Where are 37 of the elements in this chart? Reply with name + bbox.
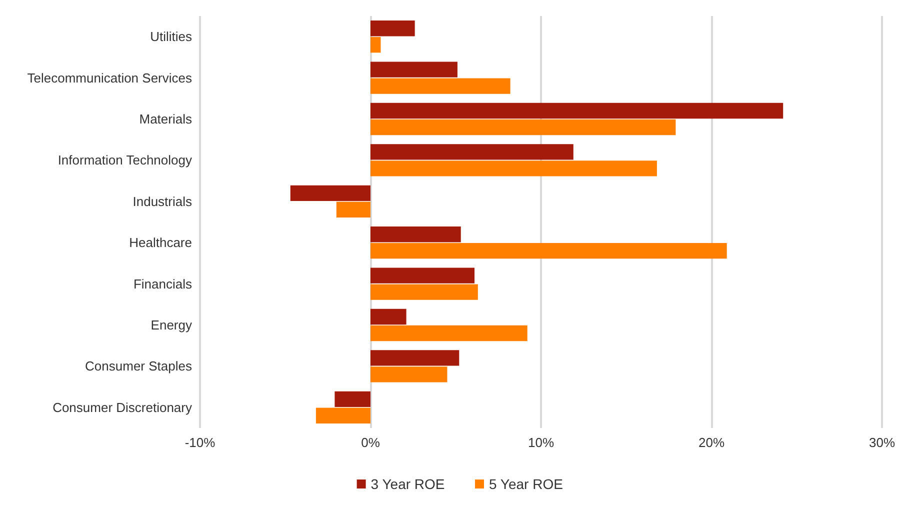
bar	[334, 391, 370, 408]
y-tick-label: Healthcare	[129, 235, 192, 250]
bar	[370, 119, 676, 136]
bar	[370, 350, 460, 366]
y-tick-label: Telecommunication Services	[27, 70, 192, 86]
legend-label: 5 Year ROE	[489, 476, 563, 492]
bar	[370, 102, 784, 119]
bar	[370, 160, 657, 176]
x-tick-label: 10%	[528, 435, 554, 450]
y-tick-label: Energy	[150, 318, 192, 332]
bar	[370, 308, 406, 325]
y-tick-label: Financials	[133, 276, 192, 292]
x-tick-label: 20%	[698, 435, 725, 450]
y-tick-label: Consumer Staples	[85, 358, 192, 374]
bar	[316, 408, 370, 424]
bar	[370, 20, 415, 36]
bar	[370, 268, 475, 284]
bar	[370, 78, 510, 94]
x-tick-label: -10%	[184, 435, 216, 450]
y-tick-label: Industrials	[132, 194, 192, 209]
bar	[370, 62, 458, 78]
y-tick-label: Information Technology	[58, 152, 192, 168]
bar	[370, 366, 448, 382]
y-tick-label: Materials	[139, 112, 192, 126]
x-tick-label: 30%	[868, 435, 896, 450]
bar	[370, 284, 478, 300]
bar	[370, 242, 727, 259]
bar	[370, 144, 574, 160]
bar	[336, 202, 370, 218]
y-tick-label: Consumer Discretionary	[52, 400, 192, 415]
bar	[290, 185, 370, 202]
y-tick-label: Utilities	[150, 29, 192, 44]
bar	[370, 325, 528, 342]
bar	[370, 226, 461, 242]
bar	[370, 36, 381, 53]
x-tick-label: 0%	[361, 435, 380, 450]
legend-label: 3 Year ROE	[370, 476, 445, 492]
